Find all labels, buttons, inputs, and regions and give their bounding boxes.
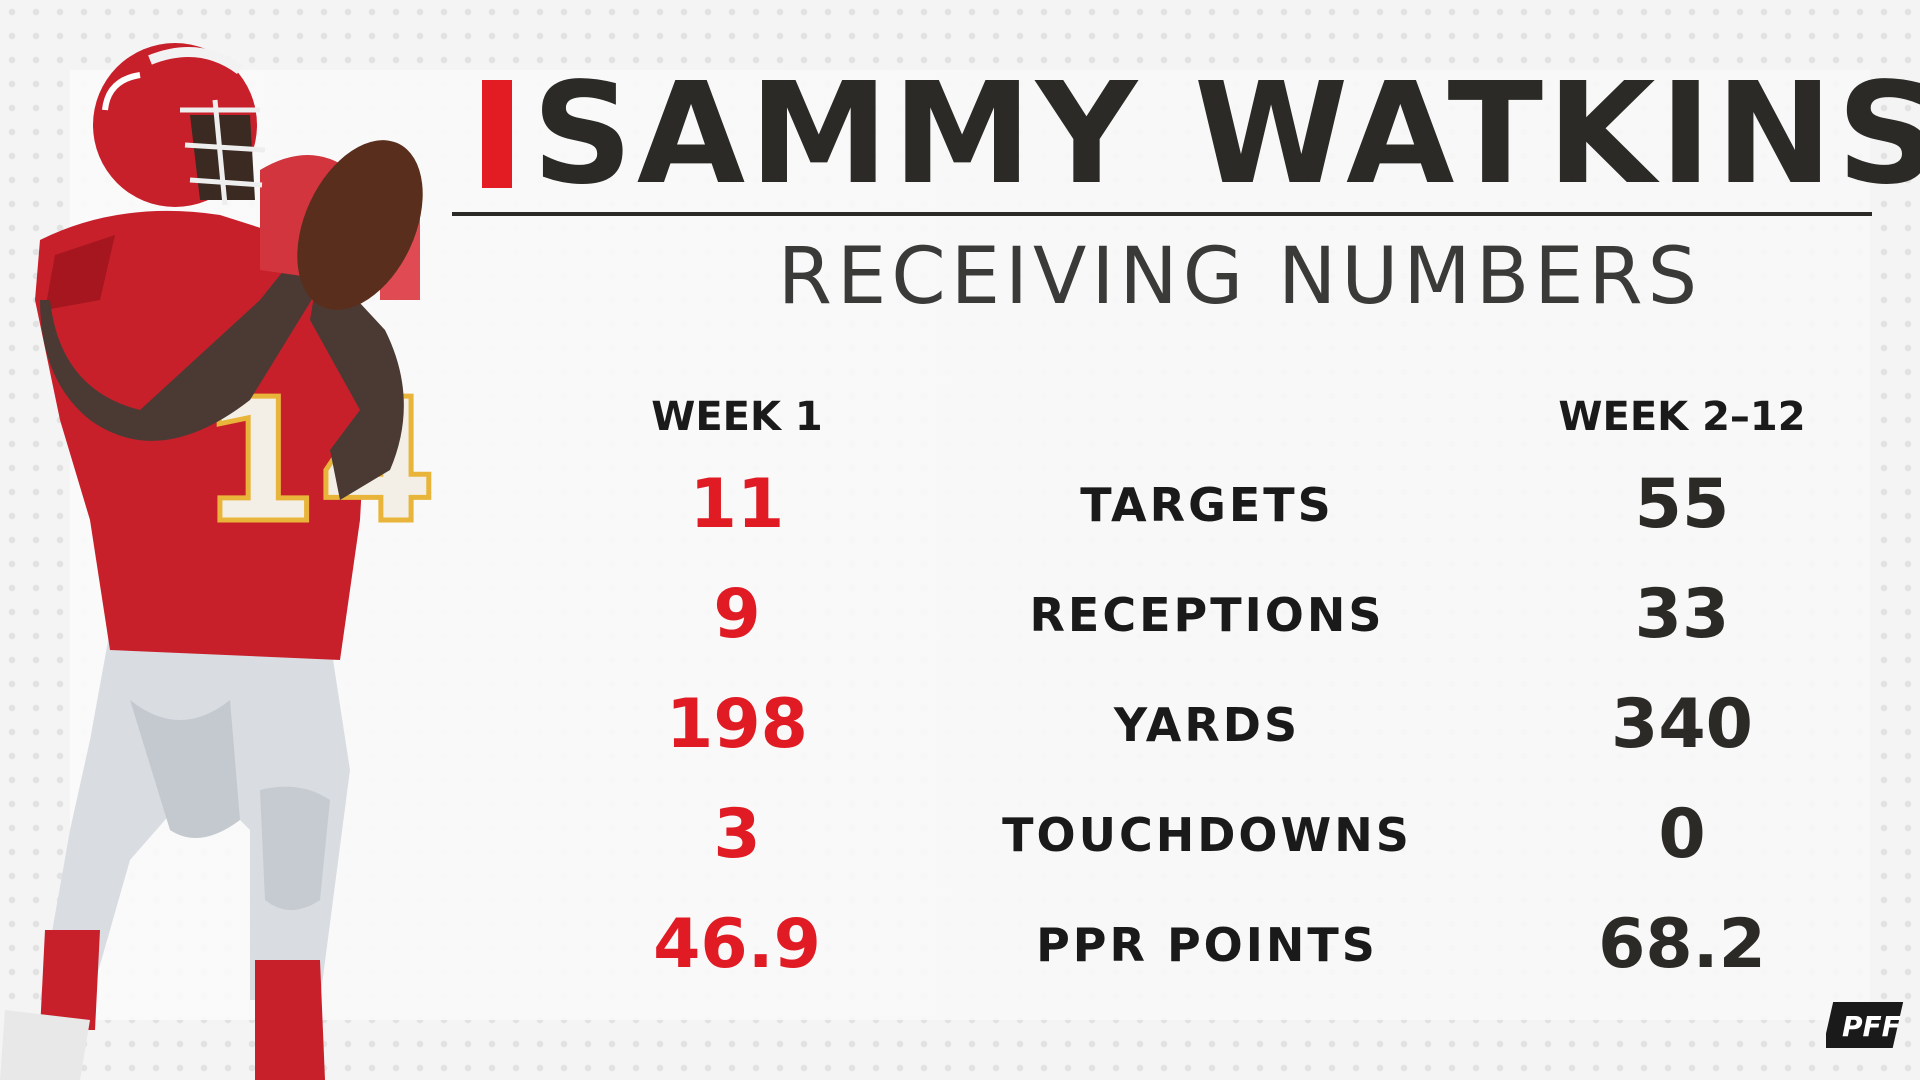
subtitle: RECEIVING NUMBERS (777, 232, 1703, 322)
stat-row-touchdowns: 3 TOUCHDOWNS 0 (0, 790, 1920, 880)
week1-value: 198 (666, 685, 808, 764)
title-accent-bar (482, 80, 512, 188)
stat-label: TARGETS (1080, 478, 1334, 532)
column-header-weeks-2-12: WEEK 2–12 (1558, 394, 1806, 440)
stat-row-receptions: 9 RECEPTIONS 33 (0, 570, 1920, 660)
stat-row-ppr-points: 46.9 PPR POINTS 68.2 (0, 900, 1920, 990)
stat-label: TOUCHDOWNS (1002, 808, 1412, 862)
week1-value: 9 (713, 575, 761, 654)
stat-label: PPR POINTS (1036, 918, 1378, 972)
weeks-rest-value: 0 (1658, 795, 1706, 874)
weeks-rest-value: 33 (1634, 575, 1730, 654)
weeks-rest-value: 68.2 (1598, 905, 1766, 984)
weeks-rest-value: 340 (1611, 685, 1753, 764)
week1-value: 46.9 (653, 905, 821, 984)
stat-row-yards: 198 YARDS 340 (0, 680, 1920, 770)
player-name-title: SAMMY WATKINS (532, 53, 1920, 216)
pff-logo-icon: PFF (1826, 1002, 1904, 1048)
stat-label: RECEPTIONS (1029, 588, 1385, 642)
stat-row-targets: 11 TARGETS 55 (0, 460, 1920, 550)
stat-label: YARDS (1113, 698, 1301, 752)
week1-value: 11 (689, 465, 785, 544)
title-divider (452, 212, 1872, 216)
column-header-week1: WEEK 1 (651, 394, 823, 440)
week1-value: 3 (713, 795, 761, 874)
weeks-rest-value: 55 (1634, 465, 1730, 544)
svg-text:PFF: PFF (1842, 1010, 1901, 1043)
player-photo: 14 (0, 43, 439, 1080)
